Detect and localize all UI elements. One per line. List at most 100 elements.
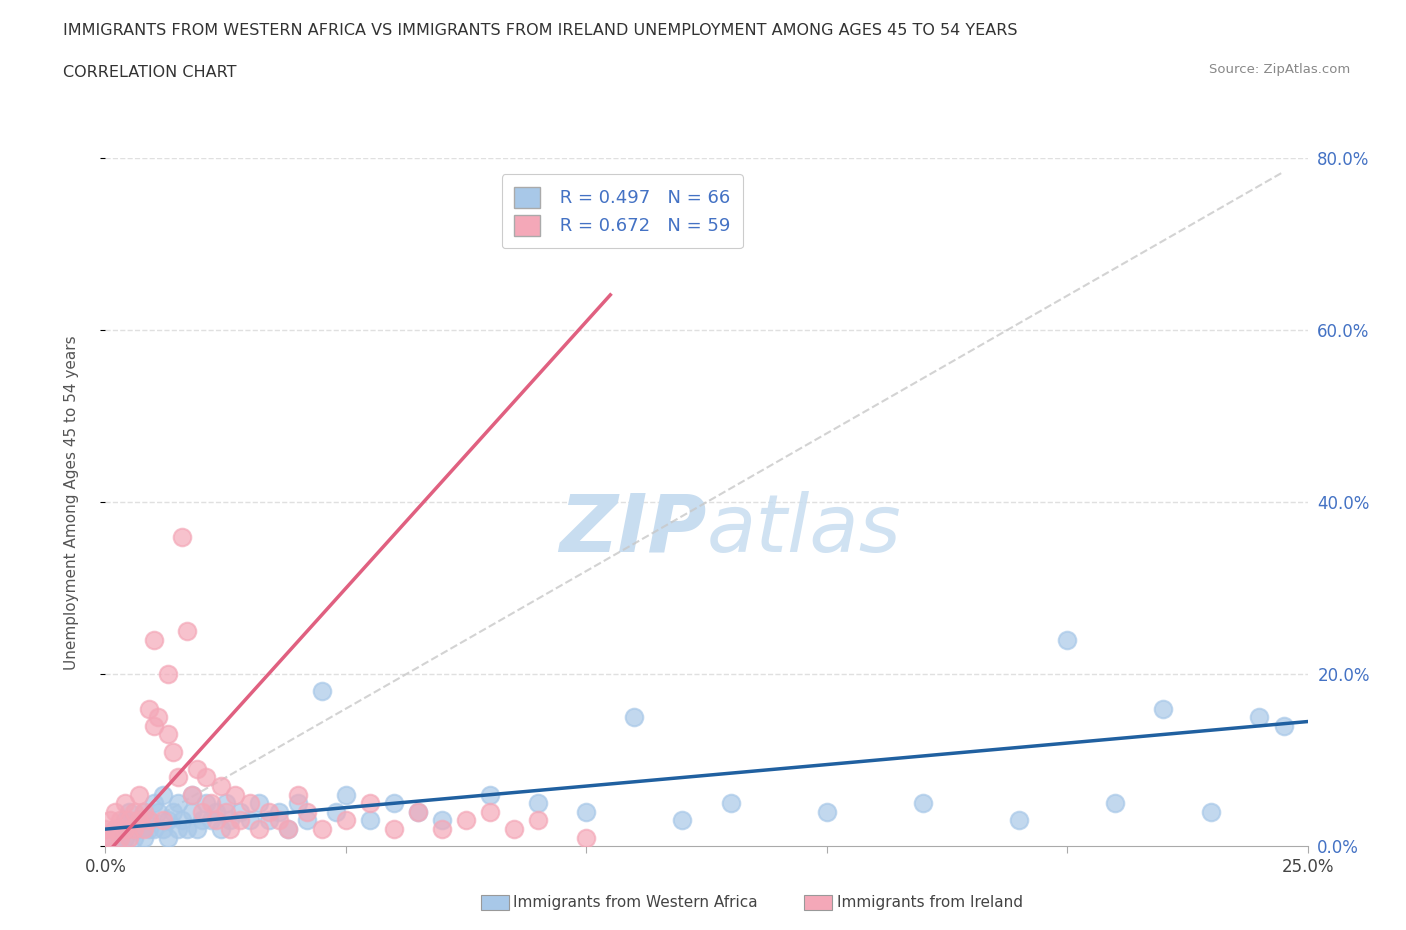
Point — [98, 830, 121, 845]
Point — [229, 804, 252, 819]
Point — [503, 822, 526, 837]
Point — [229, 813, 252, 828]
Point — [575, 830, 598, 845]
Point — [94, 822, 117, 837]
Point — [114, 813, 136, 828]
Point — [1008, 813, 1031, 828]
Point — [247, 796, 270, 811]
Point — [156, 813, 179, 828]
Point — [257, 813, 280, 828]
Point — [214, 804, 236, 819]
Point — [108, 813, 131, 828]
Point — [720, 796, 742, 811]
Y-axis label: Unemployment Among Ages 45 to 54 years: Unemployment Among Ages 45 to 54 years — [65, 335, 79, 670]
Point — [406, 804, 429, 819]
Point — [152, 787, 174, 802]
Point — [287, 787, 309, 802]
Point — [156, 727, 179, 742]
Point — [114, 830, 136, 845]
Point — [142, 822, 165, 837]
Point — [181, 804, 204, 819]
Point — [311, 822, 333, 837]
Point — [98, 813, 121, 828]
Point — [142, 632, 165, 647]
Point — [277, 822, 299, 837]
Text: Immigrants from Ireland: Immigrants from Ireland — [837, 895, 1022, 910]
Text: Immigrants from Western Africa: Immigrants from Western Africa — [513, 895, 758, 910]
Point — [359, 796, 381, 811]
Point — [148, 804, 170, 819]
Point — [172, 813, 194, 828]
Point — [335, 813, 357, 828]
Point — [267, 804, 290, 819]
Point — [219, 822, 242, 837]
Point — [671, 813, 693, 828]
Point — [114, 822, 136, 837]
Text: ZIP: ZIP — [560, 491, 707, 569]
Point — [479, 787, 502, 802]
Point — [124, 830, 146, 845]
Point — [297, 813, 319, 828]
Point — [311, 684, 333, 699]
Point — [224, 787, 246, 802]
Point — [124, 822, 146, 837]
Point — [1272, 719, 1295, 734]
Point — [575, 804, 598, 819]
Point — [479, 804, 502, 819]
Point — [1056, 632, 1078, 647]
Point — [527, 813, 550, 828]
Point — [190, 804, 212, 819]
Point — [128, 813, 150, 828]
Point — [430, 813, 453, 828]
Text: atlas: atlas — [707, 491, 901, 569]
Point — [454, 813, 477, 828]
Point — [1249, 710, 1271, 724]
Point — [152, 822, 174, 837]
Point — [132, 830, 155, 845]
Point — [359, 813, 381, 828]
Point — [247, 822, 270, 837]
Point — [195, 770, 218, 785]
Point — [142, 719, 165, 734]
Point — [114, 796, 136, 811]
Point — [166, 822, 188, 837]
Point — [118, 822, 141, 837]
Point — [104, 804, 127, 819]
Point — [138, 822, 160, 837]
Point — [156, 667, 179, 682]
Point — [239, 796, 262, 811]
Point — [124, 804, 146, 819]
Point — [815, 804, 838, 819]
Point — [297, 804, 319, 819]
Point — [214, 796, 236, 811]
Point — [128, 822, 150, 837]
Point — [162, 804, 184, 819]
Point — [181, 787, 204, 802]
Point — [181, 787, 204, 802]
Text: Source: ZipAtlas.com: Source: ZipAtlas.com — [1209, 63, 1350, 76]
Point — [186, 822, 208, 837]
Point — [1201, 804, 1223, 819]
Point — [142, 796, 165, 811]
Point — [195, 796, 218, 811]
Point — [128, 813, 150, 828]
Point — [98, 830, 121, 845]
Point — [911, 796, 934, 811]
Point — [205, 813, 228, 828]
Point — [118, 813, 141, 828]
Point — [166, 796, 188, 811]
Point — [166, 770, 188, 785]
Point — [209, 778, 232, 793]
Point — [382, 796, 405, 811]
Legend:  R = 0.497   N = 66,  R = 0.672   N = 59: R = 0.497 N = 66, R = 0.672 N = 59 — [502, 174, 742, 248]
Point — [325, 804, 347, 819]
Point — [138, 701, 160, 716]
Point — [287, 796, 309, 811]
Point — [128, 787, 150, 802]
Point — [623, 710, 645, 724]
Point — [430, 822, 453, 837]
Point — [257, 804, 280, 819]
Point — [277, 822, 299, 837]
Point — [108, 830, 131, 845]
Point — [239, 813, 262, 828]
